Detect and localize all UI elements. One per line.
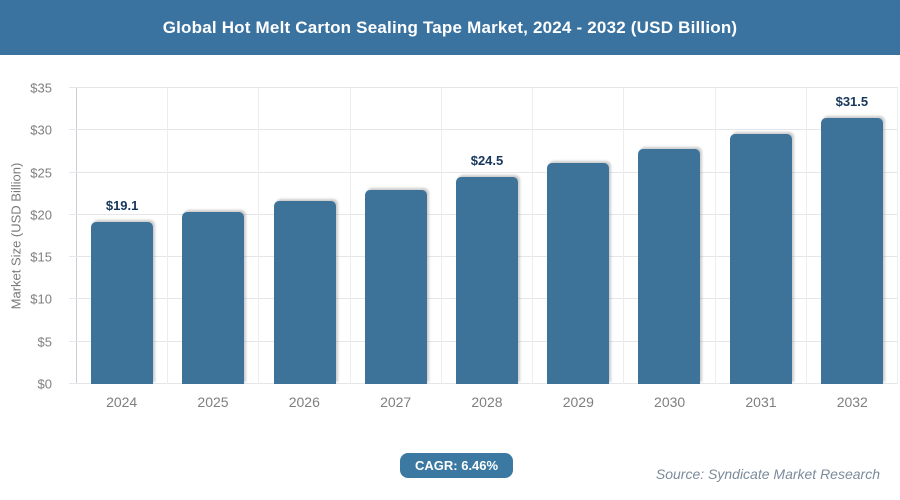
y-tick-label: $30: [30, 122, 52, 138]
bar-column: $31.5: [807, 88, 898, 384]
x-tick-label: 2025: [197, 394, 229, 410]
x-tick-label: 2031: [745, 394, 777, 410]
bar-column: $19.1: [77, 88, 169, 384]
bar-2032: $31.5: [820, 94, 883, 384]
y-axis-tick-labels: $0 $5 $10 $15 $20 $25 $30 $35: [0, 82, 68, 391]
bar-2025: [182, 212, 245, 384]
chart-title-bar: Global Hot Melt Carton Sealing Tape Mark…: [0, 0, 900, 55]
bar-column: [624, 88, 716, 384]
plot-area: $19.1 $24.5 $31.5: [69, 87, 898, 384]
bar-column: [351, 88, 442, 384]
y-tick-label: $25: [30, 165, 52, 181]
y-tick-label: $15: [30, 249, 52, 265]
x-tick-label: 2024: [106, 394, 138, 410]
bar-2028: $24.5: [455, 153, 518, 384]
x-tick-label: 2026: [288, 394, 320, 410]
bar-2027: [364, 189, 427, 384]
x-tick-label: 2030: [654, 394, 686, 410]
bar-column: $24.5: [442, 88, 534, 384]
bar-value-label: $19.1: [105, 198, 139, 214]
chart-title: Global Hot Melt Carton Sealing Tape Mark…: [162, 17, 738, 37]
x-tick-label: 2028: [471, 394, 503, 410]
bar-column: [168, 88, 260, 384]
y-tick-label: $0: [37, 376, 52, 392]
x-axis-tick-labels: 2024 2025 2026 2027 2028 2029 2030 2031 2032: [76, 394, 898, 410]
x-tick-label: 2027: [380, 394, 412, 410]
bar-value-label: $24.5: [470, 152, 504, 168]
bar-2031: [729, 133, 792, 384]
bar-column: [716, 88, 807, 384]
x-tick-label: 2029: [562, 394, 594, 410]
gridline: [69, 87, 898, 88]
bar-2029: [547, 163, 610, 384]
bar-column: [533, 88, 625, 384]
bar-value-label: $31.5: [835, 93, 869, 109]
bar-2024: $19.1: [91, 198, 154, 384]
bar-2030: [638, 148, 701, 384]
y-tick-label: $20: [30, 207, 52, 223]
y-tick-label: $35: [30, 80, 52, 96]
y-tick-label: $5: [37, 334, 52, 350]
bar-2026: [273, 201, 336, 384]
x-tick-label: 2032: [836, 394, 868, 410]
y-tick-label: $10: [30, 291, 52, 307]
source-text: Source: Syndicate Market Research: [655, 466, 880, 482]
gridline: [69, 171, 898, 173]
cagr-badge: CAGR: 6.46%: [400, 453, 514, 478]
bar-column: [259, 88, 351, 384]
gridline: [69, 129, 898, 131]
